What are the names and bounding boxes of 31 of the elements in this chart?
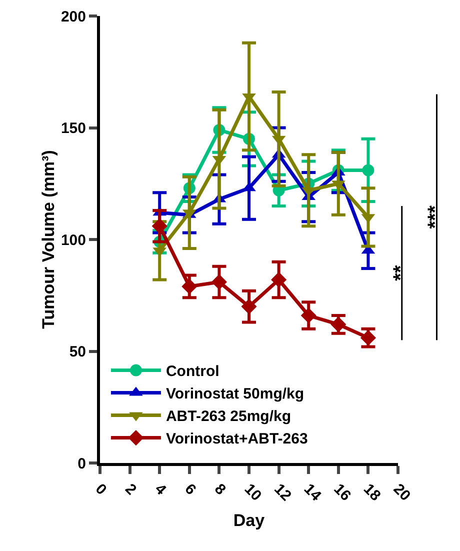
x-tick-label: 4 <box>151 480 170 499</box>
x-tick-label: 10 <box>240 480 265 504</box>
x-axis-title: Day <box>233 511 266 530</box>
legend-label: ABT-263 25mg/kg <box>166 408 292 426</box>
point <box>241 298 257 314</box>
point <box>211 274 227 290</box>
x-tick-label: 14 <box>300 480 325 505</box>
x-tick-label: 20 <box>390 480 414 504</box>
x-tick-label: 2 <box>122 480 140 499</box>
x-tick-label: 16 <box>330 480 354 504</box>
x-tick-label: 12 <box>270 480 294 504</box>
point <box>362 164 374 176</box>
point <box>152 218 168 234</box>
text: *** <box>424 205 447 229</box>
legend-label: Vorinostat+ABT-263 <box>166 430 308 448</box>
point <box>300 308 316 324</box>
y-tick-label: 200 <box>60 8 86 26</box>
y-tick-label: 150 <box>60 120 86 137</box>
y-axis-title: Tumour Volume (mm³) <box>39 150 58 329</box>
x-tick-label: 18 <box>360 480 384 504</box>
y-tick-label: 100 <box>60 232 86 249</box>
annotation: ** <box>390 265 412 281</box>
legend-label: Control <box>166 363 220 380</box>
x-tick-label: 6 <box>181 480 200 499</box>
y-tick-label: 50 <box>69 344 86 360</box>
x-tick-label: 0 <box>92 480 110 499</box>
y-tick-label: 0 <box>78 455 86 472</box>
x-tick-label: 8 <box>211 480 229 499</box>
legend-label: Vorinostat 50mg/kg <box>166 386 304 403</box>
point <box>271 272 287 288</box>
point <box>182 278 198 294</box>
